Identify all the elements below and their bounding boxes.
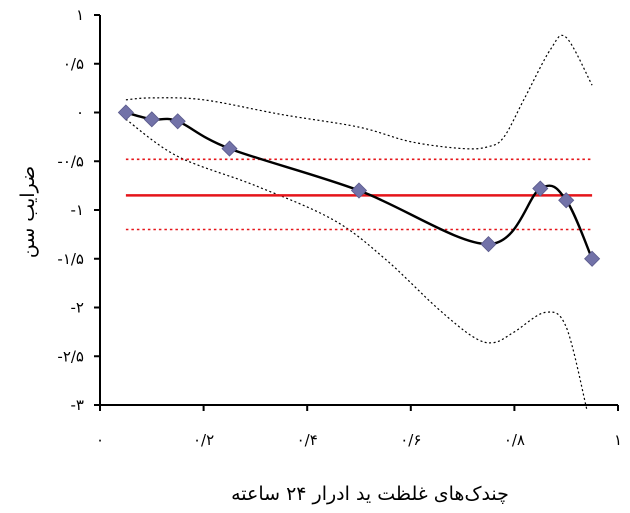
data-point-diamond-8 — [584, 250, 601, 267]
y-tick-label-6: -۲ — [71, 299, 84, 317]
data-point-diamond-2 — [169, 113, 186, 130]
x-tick-label-5: ۱ — [614, 431, 622, 449]
x-tick-label-0: ۰ — [96, 431, 104, 449]
y-tick-label-1: ۰/۵ — [63, 55, 84, 73]
y-axis-ticks: ۱ ۰/۵ ۰ -۰/۵ -۱ -۱/۵ -۲ -۲/۵ -۳ — [57, 6, 100, 414]
data-point-diamond-1 — [143, 111, 160, 128]
y-tick-label-3: -۰/۵ — [57, 152, 84, 170]
x-tick-label-4: ۰/۸ — [504, 431, 525, 449]
series-line-upper-confidence-band — [125, 34, 593, 150]
y-tick-label-7: -۲/۵ — [57, 347, 84, 365]
x-axis-title: چندک‌های غلظت ید ادرار ۲۴ ساعته — [231, 483, 509, 505]
y-tick-label-5: -۱/۵ — [57, 250, 84, 268]
data-point-diamond-6 — [532, 180, 549, 197]
data-point-diamond-0 — [117, 104, 134, 121]
y-tick-label-4: -۱ — [71, 201, 84, 219]
x-tick-label-2: ۰/۴ — [297, 431, 318, 449]
y-tick-label-8: -۳ — [71, 396, 84, 414]
y-tick-label-0: ۱ — [76, 6, 84, 24]
y-axis-title: ضرایب سن — [17, 166, 39, 258]
plot-lines — [125, 34, 594, 411]
x-tick-label-3: ۰/۶ — [400, 431, 421, 449]
data-point-diamond-3 — [221, 140, 238, 157]
series-line-lower-confidence-band — [125, 118, 588, 411]
data-point-diamond-4 — [350, 182, 368, 199]
data-point-diamond-7 — [558, 192, 575, 209]
x-axis-ticks: ۰ ۰/۲ ۰/۴ ۰/۶ ۰/۸ ۱ — [96, 405, 622, 449]
data-point-diamond-5 — [480, 236, 497, 253]
y-tick-label-2: ۰ — [76, 104, 84, 122]
axes — [99, 15, 618, 406]
plot-markers — [117, 104, 601, 267]
series-line-estimate — [125, 111, 594, 260]
x-tick-label-1: ۰/۲ — [193, 431, 214, 449]
